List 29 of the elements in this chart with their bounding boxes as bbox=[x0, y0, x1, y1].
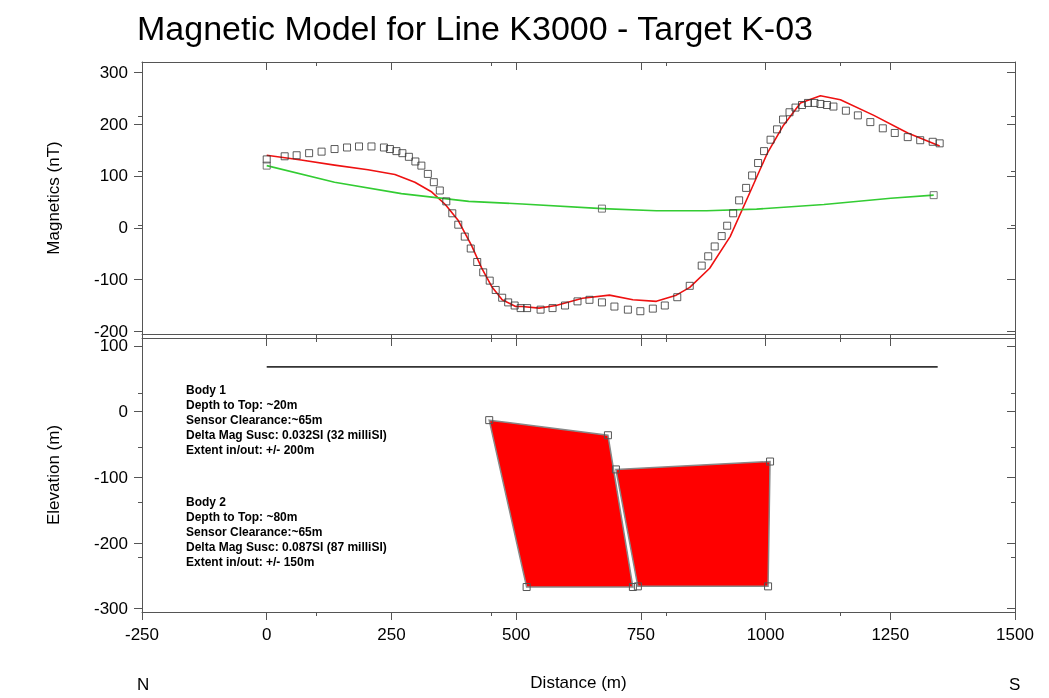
y-tick-label: 200 bbox=[99, 114, 128, 134]
annotation: Body 2 Depth to Top: ~80m Sensor Clearance:~65m Delta Mag Susc: 0.087SI (87 milliSI) Extent in/out: +/- 150m bbox=[186, 494, 387, 569]
text: N bbox=[137, 674, 150, 694]
x-tick-label: 750 bbox=[626, 625, 656, 644]
y-tick-label: 0 bbox=[118, 218, 128, 238]
chart-title: Magnetic Model for Line K3000 - Target K-03 bbox=[137, 9, 813, 47]
x-tick-label: 1250 bbox=[871, 625, 910, 644]
point bbox=[597, 204, 606, 213]
y-tick-label: 0 bbox=[118, 402, 128, 422]
y-tick-label: -100 bbox=[93, 270, 128, 290]
x-tick-label: -250 bbox=[124, 625, 160, 644]
y-tick-label: 100 bbox=[99, 166, 128, 186]
point bbox=[929, 191, 938, 200]
text: S bbox=[1009, 674, 1021, 694]
x-tick-label: 250 bbox=[377, 625, 406, 644]
x-tick-label: 1000 bbox=[746, 625, 785, 644]
y-axis-title: Elevation (m) bbox=[44, 424, 63, 526]
x-tick-label: 0 bbox=[261, 625, 272, 644]
x-axis-title: Distance (m) bbox=[530, 673, 627, 692]
y-tick-label: -200 bbox=[93, 533, 128, 553]
point bbox=[262, 161, 271, 170]
y-tick-label: -300 bbox=[93, 599, 128, 619]
x-tick-label: 1500 bbox=[996, 625, 1034, 644]
y-tick-label: -100 bbox=[93, 467, 128, 487]
y-tick-label: 300 bbox=[99, 62, 128, 82]
y-axis-title: Magnetics (nT) bbox=[44, 141, 63, 255]
annotation: Body 1 Depth to Top: ~20m Sensor Clearance:~65m Delta Mag Susc: 0.032SI (32 milliSI) Extent in/out: +/- 200m bbox=[186, 382, 387, 457]
y-tick-label: 100 bbox=[99, 336, 128, 356]
x-tick-label: 500 bbox=[501, 625, 531, 644]
